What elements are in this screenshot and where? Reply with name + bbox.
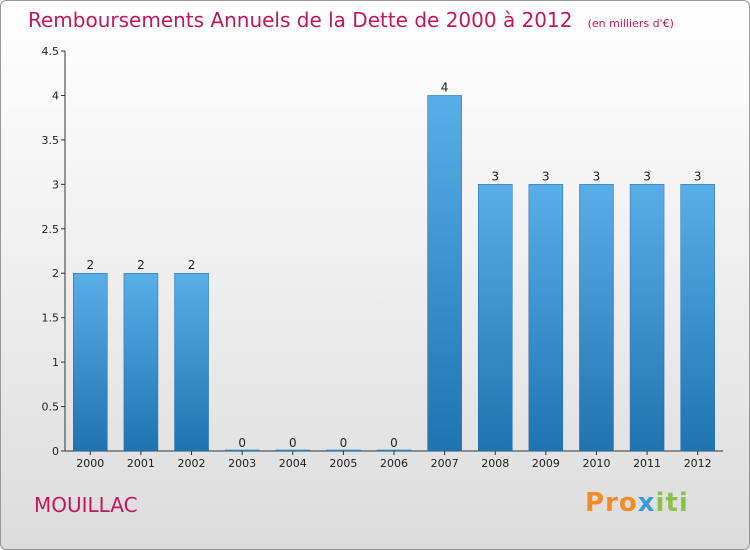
bar-value-label: 3 <box>491 169 499 183</box>
x-tick-label: 2005 <box>329 457 357 470</box>
bar <box>174 272 209 452</box>
bar <box>477 184 513 452</box>
bar-value-label: 4 <box>441 80 449 94</box>
x-tick-label: 2000 <box>76 457 104 470</box>
x-tick-label: 2001 <box>127 457 155 470</box>
bar <box>579 184 614 452</box>
bar-value-label: 0 <box>390 436 398 450</box>
chart-title: Remboursements Annuels de la Dette de 20… <box>28 8 674 32</box>
bar <box>326 449 361 452</box>
x-tick-label: 2007 <box>431 457 459 470</box>
bar <box>376 449 412 452</box>
bar <box>680 184 715 452</box>
bar-value-label: 0 <box>340 436 348 450</box>
x-tick-label: 2006 <box>380 457 408 470</box>
bar-value-label: 3 <box>694 169 702 183</box>
y-tick-label: 4 <box>52 89 59 102</box>
bar-value-label: 3 <box>643 169 651 183</box>
y-tick-label: 4.5 <box>42 45 60 58</box>
logo-part-3: iti <box>655 488 689 518</box>
bar <box>123 272 159 452</box>
proxiti-logo: Proxiti <box>585 488 689 518</box>
bar <box>427 95 462 452</box>
bar <box>528 184 564 452</box>
y-tick-label: 0.5 <box>42 401 60 414</box>
y-tick-label: 3 <box>52 178 59 191</box>
bar-value-label: 3 <box>593 169 601 183</box>
bar-value-label: 2 <box>86 258 94 272</box>
bar <box>629 184 665 452</box>
bar-value-label: 2 <box>188 258 196 272</box>
town-name: MOUILLAC <box>34 493 138 517</box>
y-tick-label: 1 <box>52 356 59 369</box>
x-tick-label: 2011 <box>633 457 661 470</box>
bar <box>224 449 260 452</box>
y-tick-label: 2.5 <box>42 223 60 236</box>
x-tick-label: 2002 <box>178 457 206 470</box>
x-tick-label: 2009 <box>532 457 560 470</box>
y-tick-label: 0 <box>52 445 59 458</box>
bar-value-label: 0 <box>289 436 297 450</box>
x-tick-label: 2008 <box>481 457 509 470</box>
y-tick-label: 3.5 <box>42 134 60 147</box>
x-tick-label: 2003 <box>228 457 256 470</box>
bar-value-label: 3 <box>542 169 550 183</box>
bar-value-label: 2 <box>137 258 145 272</box>
logo-part-1: Pro <box>585 488 638 518</box>
bar <box>73 272 108 452</box>
bar-value-label: 0 <box>238 436 246 450</box>
logo-part-2: x <box>637 488 656 518</box>
x-tick-label: 2012 <box>684 457 712 470</box>
y-tick-label: 1.5 <box>42 312 60 325</box>
x-tick-label: 2004 <box>279 457 307 470</box>
x-tick-label: 2010 <box>582 457 610 470</box>
unit-text: (en milliers d'€) <box>587 17 674 30</box>
title-text: Remboursements Annuels de la Dette de 20… <box>28 8 573 32</box>
y-tick-label: 2 <box>52 267 59 280</box>
bar <box>275 449 311 452</box>
